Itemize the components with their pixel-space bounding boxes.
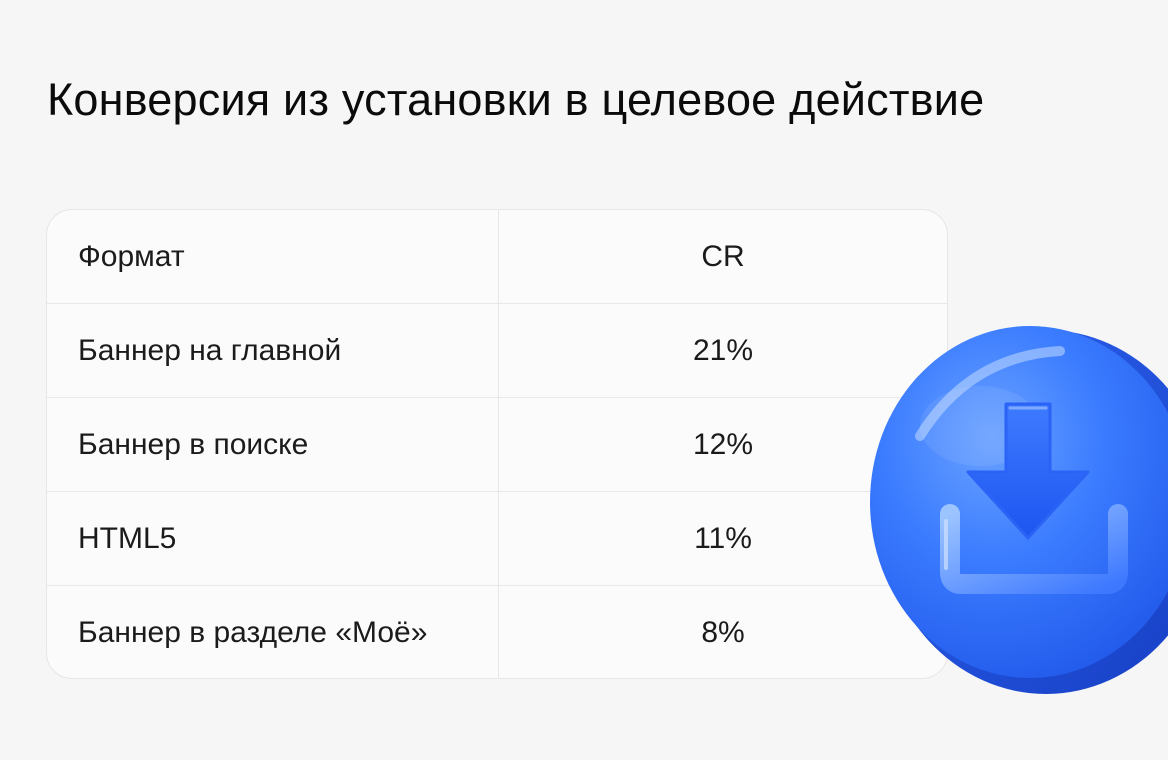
table-row: HTML5 11%	[47, 492, 947, 586]
header-format: Формат	[47, 210, 499, 303]
row-cr: 8%	[701, 616, 745, 649]
row-cr: 11%	[694, 521, 752, 555]
table-row: Баннер на главной 21%	[47, 304, 947, 398]
download-coin-icon	[870, 326, 1168, 694]
table-row: Баннер в поиске 12%	[47, 398, 947, 492]
row-cr: 21%	[692, 333, 754, 367]
row-format: Баннер на главной	[47, 304, 499, 397]
table-header-row: Формат CR	[47, 210, 947, 304]
row-format: HTML5	[47, 492, 499, 585]
page-title: Конверсия из установки в целевое действи…	[47, 74, 985, 125]
header-cr: CR	[701, 239, 745, 273]
conversion-table: Формат CR Баннер на главной 21% Баннер в…	[46, 209, 948, 679]
table-row: Баннер в разделе «Моё» 8%	[47, 586, 947, 678]
row-cr: 12%	[692, 427, 754, 461]
row-format: Баннер в поиске	[47, 398, 499, 491]
row-format: Баннер в разделе «Моё»	[47, 586, 499, 678]
